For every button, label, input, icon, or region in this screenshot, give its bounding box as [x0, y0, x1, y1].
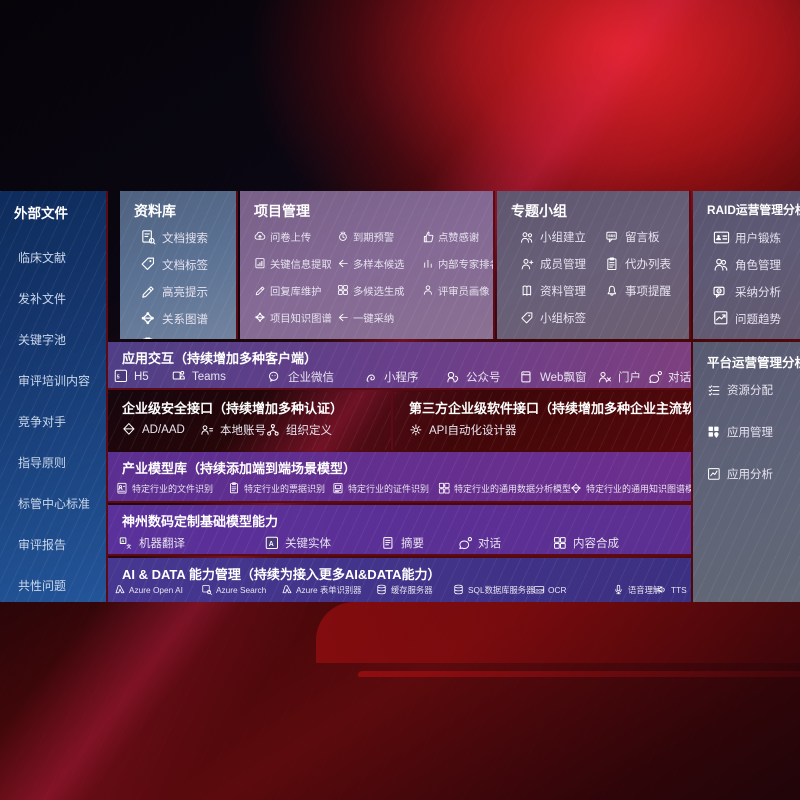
svg-text:BBS: BBS — [608, 234, 616, 238]
svg-text:文: 文 — [127, 542, 132, 549]
svg-text:A: A — [269, 541, 274, 548]
svg-text:5: 5 — [117, 374, 120, 380]
svg-text:OCR: OCR — [536, 589, 545, 593]
svg-text:QA: QA — [717, 290, 721, 293]
svg-text:A: A — [121, 538, 124, 543]
